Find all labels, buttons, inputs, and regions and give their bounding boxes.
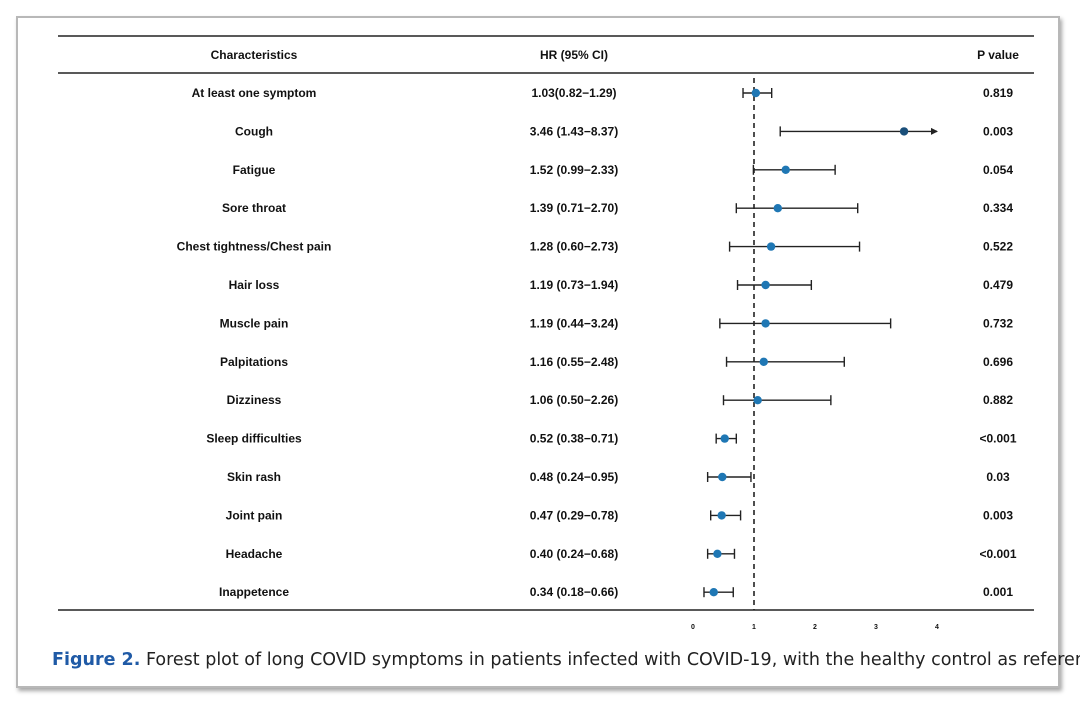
row-hr-text: 1.06 (0.50−2.26) [530,393,618,407]
hr-point [717,511,726,520]
row-hr-text: 1.19 (0.44−3.24) [530,316,618,330]
hr-point [766,242,776,251]
row-label: Inappetence [219,585,289,599]
row-p-value: 0.003 [983,508,1013,522]
row-label: Sore throat [222,201,286,215]
hr-point [773,204,782,213]
hr-point [718,472,727,482]
row-label: Fatigue [233,163,276,177]
row-p-value: 0.334 [983,201,1013,215]
x-tick-label: 0 [691,624,695,631]
row-p-value: 0.054 [983,163,1013,177]
row-label: Chest tightness/Chest pain [177,240,332,254]
x-tick-label: 1 [752,624,756,631]
row-p-value: 0.819 [983,86,1013,100]
row-label: Cough [235,124,273,138]
hr-point [899,127,909,136]
row-label: Muscle pain [220,316,289,330]
row-hr-text: 0.40 (0.24−0.68) [530,547,618,561]
row-p-value: 0.696 [983,355,1013,369]
row-hr-text: 0.47 (0.29−0.78) [530,508,618,522]
column-header-hr: HR (95% CI) [540,48,608,62]
hr-point [761,280,770,290]
ci-arrow [931,127,938,135]
row-hr-text: 3.46 (1.43−8.37) [530,124,618,138]
row-label: Sleep difficulties [206,432,302,446]
row-hr-text: 1.03(0.82−1.29) [531,86,616,100]
hr-point [781,165,790,174]
hr-point [720,434,729,443]
caption-text: Forest plot of long COVID symptoms in pa… [145,650,1080,670]
figure-frame [16,16,1060,688]
row-label: At least one symptom [192,86,317,100]
row-hr-text: 0.48 (0.24−0.95) [530,470,618,484]
row-p-value: 0.522 [983,240,1013,254]
row-hr-text: 1.19 (0.73−1.94) [530,278,618,292]
row-label: Skin rash [227,470,281,484]
hr-point [759,357,768,366]
column-header-p-value: P value [977,48,1019,62]
row-p-value: <0.001 [979,547,1016,561]
row-p-value: 0.001 [983,585,1013,599]
row-p-value: 0.732 [983,316,1013,330]
hr-point [713,549,722,558]
figure-caption: Figure 2. Forest plot of long COVID symp… [52,650,1080,670]
row-label: Hair loss [229,278,280,292]
row-p-value: 0.882 [983,393,1013,407]
row-p-value: 0.003 [983,124,1013,138]
column-header-characteristics: Characteristics [211,48,298,62]
hr-point [753,396,762,405]
hr-point [709,588,718,597]
figure-label: Figure 2. [52,650,141,670]
row-p-value: <0.001 [979,432,1016,446]
row-hr-text: 0.34 (0.18−0.66) [530,585,618,599]
row-hr-text: 1.28 (0.60−2.73) [530,240,618,254]
row-label: Dizziness [227,393,282,407]
x-tick-label: 4 [935,624,939,631]
forest-plot: Characteristics HR (95% CI) P value At leas… [58,35,1034,631]
row-label: Headache [226,547,283,561]
row-p-value: 0.03 [986,470,1010,484]
x-tick-label: 2 [813,624,817,631]
row-hr-text: 0.52 (0.38−0.71) [530,432,618,446]
hr-point [761,319,770,328]
x-tick-label: 3 [874,624,878,631]
row-hr-text: 1.39 (0.71−2.70) [530,201,618,215]
hr-point [751,88,761,98]
row-label: Joint pain [226,508,283,522]
row-hr-text: 1.52 (0.99−2.33) [530,163,618,177]
row-hr-text: 1.16 (0.55−2.48) [530,355,618,369]
row-label: Palpitations [220,355,288,369]
row-p-value: 0.479 [983,278,1013,292]
